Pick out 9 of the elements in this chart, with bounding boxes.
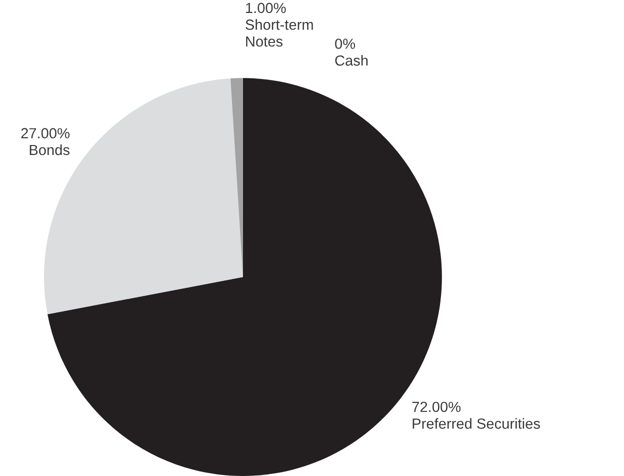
slice-label: Bonds <box>30 144 70 156</box>
slice-label: Preferred Securities <box>412 418 540 429</box>
data-label: 27.00% <box>21 128 70 138</box>
category-label: Cash <box>335 54 368 66</box>
text: 0% <box>335 38 356 49</box>
data-label: 72.00% <box>412 402 461 412</box>
pie-slice <box>230 78 243 277</box>
data-label: 1.00% <box>246 2 286 14</box>
slice-label: Short-term Notes <box>246 19 313 47</box>
